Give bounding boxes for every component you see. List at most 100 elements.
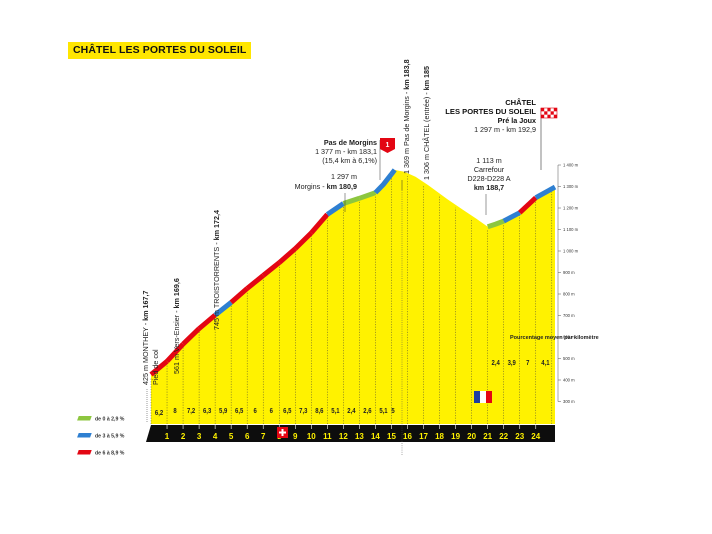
gradient-segment bbox=[502, 210, 521, 224]
annotation-carrefour-km: km 188,7 bbox=[474, 183, 504, 192]
finish-flag-square bbox=[547, 114, 551, 118]
y-tick-label: 1 100 m bbox=[563, 227, 579, 232]
y-tick-label: 1 300 m bbox=[563, 184, 579, 189]
gradient-label: 8,6 bbox=[315, 408, 324, 416]
gradient-segment bbox=[277, 246, 297, 265]
annotation-troistorrents: 745 m TROISTORRENTS - km 172,4 bbox=[212, 210, 221, 330]
km-baseline-bar bbox=[151, 425, 555, 442]
gradient-label: 5,1 bbox=[331, 408, 340, 416]
flags-group bbox=[277, 391, 492, 438]
french-flag-blue bbox=[474, 391, 480, 403]
annotation-chatel-entree-part: km 185 bbox=[422, 66, 431, 90]
gradient-segment bbox=[245, 273, 265, 291]
annotation-finish-sub: LES PORTES DU SOLEIL bbox=[445, 107, 536, 116]
km-baseline-group: 123456789101112131415161718192021222324 bbox=[146, 425, 555, 442]
legend-label: de 0 à 2,9 % bbox=[95, 417, 125, 423]
km-label: 2 bbox=[181, 432, 186, 441]
finish-flag-square bbox=[541, 108, 545, 112]
gradient-segment bbox=[165, 342, 185, 364]
annotation-pas-de-morgins-vertical: 1 369 m Pas de Morgins - km 183,8 bbox=[402, 59, 411, 174]
y-tick-label: 400 m bbox=[563, 378, 575, 383]
annotation-col-climb: (15,4 km à 6,1%) bbox=[322, 156, 377, 165]
gradient-segment bbox=[213, 300, 233, 318]
gradient-segment bbox=[534, 184, 557, 200]
gradient-segment bbox=[486, 218, 505, 230]
km-label: 19 bbox=[451, 432, 460, 441]
legend-swatch bbox=[77, 433, 92, 438]
col-category-icon bbox=[380, 138, 395, 153]
page-title: CHÂTEL LES PORTES DU SOLEIL bbox=[68, 42, 252, 59]
km-label: 17 bbox=[419, 432, 428, 441]
gradient-label: 6,3 bbox=[203, 408, 212, 416]
gradient-segment bbox=[229, 286, 249, 305]
annotation-pas-de-morgins-vertical-part: 1 369 m Pas de Morgins - bbox=[402, 90, 411, 174]
y-tick-label: 1 000 m bbox=[563, 249, 579, 254]
annotation-finish-place: Pré la Joux bbox=[498, 116, 536, 125]
annotation-monthey-sub: Pied de col bbox=[151, 349, 160, 385]
gradient-segment bbox=[197, 313, 217, 331]
annotation-vers-ensier-part: km 169,6 bbox=[172, 278, 181, 308]
gradient-segment bbox=[181, 326, 201, 346]
french-flag-red bbox=[486, 391, 492, 403]
legend-swatch bbox=[77, 450, 92, 455]
french-flag-white bbox=[480, 391, 486, 403]
finish-flag-square bbox=[547, 108, 551, 112]
annotation-morgins-km: km 180,9 bbox=[327, 182, 357, 191]
km-label: 18 bbox=[435, 432, 444, 441]
legend-label: de 6 à 8,9 % bbox=[95, 451, 125, 457]
annotation-morgins-name-part: Morgins - bbox=[295, 182, 327, 191]
km-label: 9 bbox=[293, 432, 298, 441]
km-label: 22 bbox=[499, 432, 508, 441]
gradient-label: 6,5 bbox=[283, 408, 292, 416]
km-label: 10 bbox=[307, 432, 316, 441]
finish-flag-square bbox=[541, 114, 545, 118]
annotation-finish-name: CHÂTEL bbox=[505, 98, 536, 107]
legend-group: de 0 à 2,9 % de 3 à 5,9 % de 6 à 8,9 % bbox=[77, 416, 125, 457]
annotation-carrefour-line: 1 113 m bbox=[476, 156, 501, 165]
km-label: 14 bbox=[371, 432, 380, 441]
annotation-chatel-entree-part: 1 306 m CHÂTEL (entrée) - bbox=[422, 90, 431, 180]
km-label: 24 bbox=[531, 432, 540, 441]
gradient-label: 6 bbox=[270, 408, 274, 416]
swiss-cross-h bbox=[279, 431, 286, 434]
gradient-note: Pourcentage moyen par kilomètre bbox=[510, 335, 599, 341]
gradient-labels-group: 6,2 8 7,2 6,3 5,9 6,5 6 6 6,5 7,3 8,6 5,1 2,4 2,6 5,1 5… bbox=[155, 360, 550, 418]
km-label: 15 bbox=[387, 432, 396, 441]
y-tick-label: 900 m bbox=[563, 270, 575, 275]
annotation-morgins-name: Morgins - km 180,9 bbox=[295, 182, 357, 191]
swiss-flag-icon bbox=[277, 427, 288, 438]
finish-flag-square bbox=[553, 108, 557, 112]
gradient-segment bbox=[293, 231, 314, 251]
gradient-label: 6,5 bbox=[235, 408, 244, 416]
annotation-pas-de-morgins-vertical-part: km 183,8 bbox=[402, 59, 411, 89]
km-label: 13 bbox=[355, 432, 364, 441]
gradient-label: 6,2 bbox=[155, 410, 164, 418]
profile-area bbox=[151, 169, 555, 424]
km-label: 1 bbox=[165, 432, 170, 441]
y-tick-label: 1 200 m bbox=[563, 206, 579, 211]
finish-flag-square bbox=[553, 114, 557, 118]
gradient-segment bbox=[261, 260, 281, 278]
gradient-segment bbox=[309, 212, 330, 235]
gradient-label: 8 bbox=[173, 408, 177, 416]
km-label: 20 bbox=[467, 432, 476, 441]
legend-swatch bbox=[77, 416, 92, 421]
annotation-col-alt: 1 377 m - km 183,1 bbox=[315, 147, 377, 156]
legend-label: de 3 à 5,9 % bbox=[95, 434, 125, 440]
gradient-segment bbox=[325, 201, 345, 217]
gradient-segment bbox=[373, 172, 394, 195]
km-label: 23 bbox=[515, 432, 524, 441]
km-label: 7 bbox=[261, 432, 266, 441]
profile-area-group bbox=[151, 169, 555, 424]
annotation-col-name: Pas de Morgins bbox=[324, 138, 377, 147]
gradient-label: 2,6 bbox=[363, 408, 372, 416]
km-label: 16 bbox=[403, 432, 412, 441]
gradient-label: 5,9 bbox=[219, 408, 228, 416]
gradient-label: 4,1 bbox=[541, 360, 550, 368]
km-baseline-cap bbox=[146, 425, 151, 442]
annotation-monthey: 425 m MONTHEY - km 167,7 bbox=[141, 290, 150, 385]
y-tick-label: 700 m bbox=[563, 313, 575, 318]
annotation-carrefour-line: Carrefour bbox=[474, 165, 505, 174]
km-gridlines-group bbox=[150, 176, 553, 424]
